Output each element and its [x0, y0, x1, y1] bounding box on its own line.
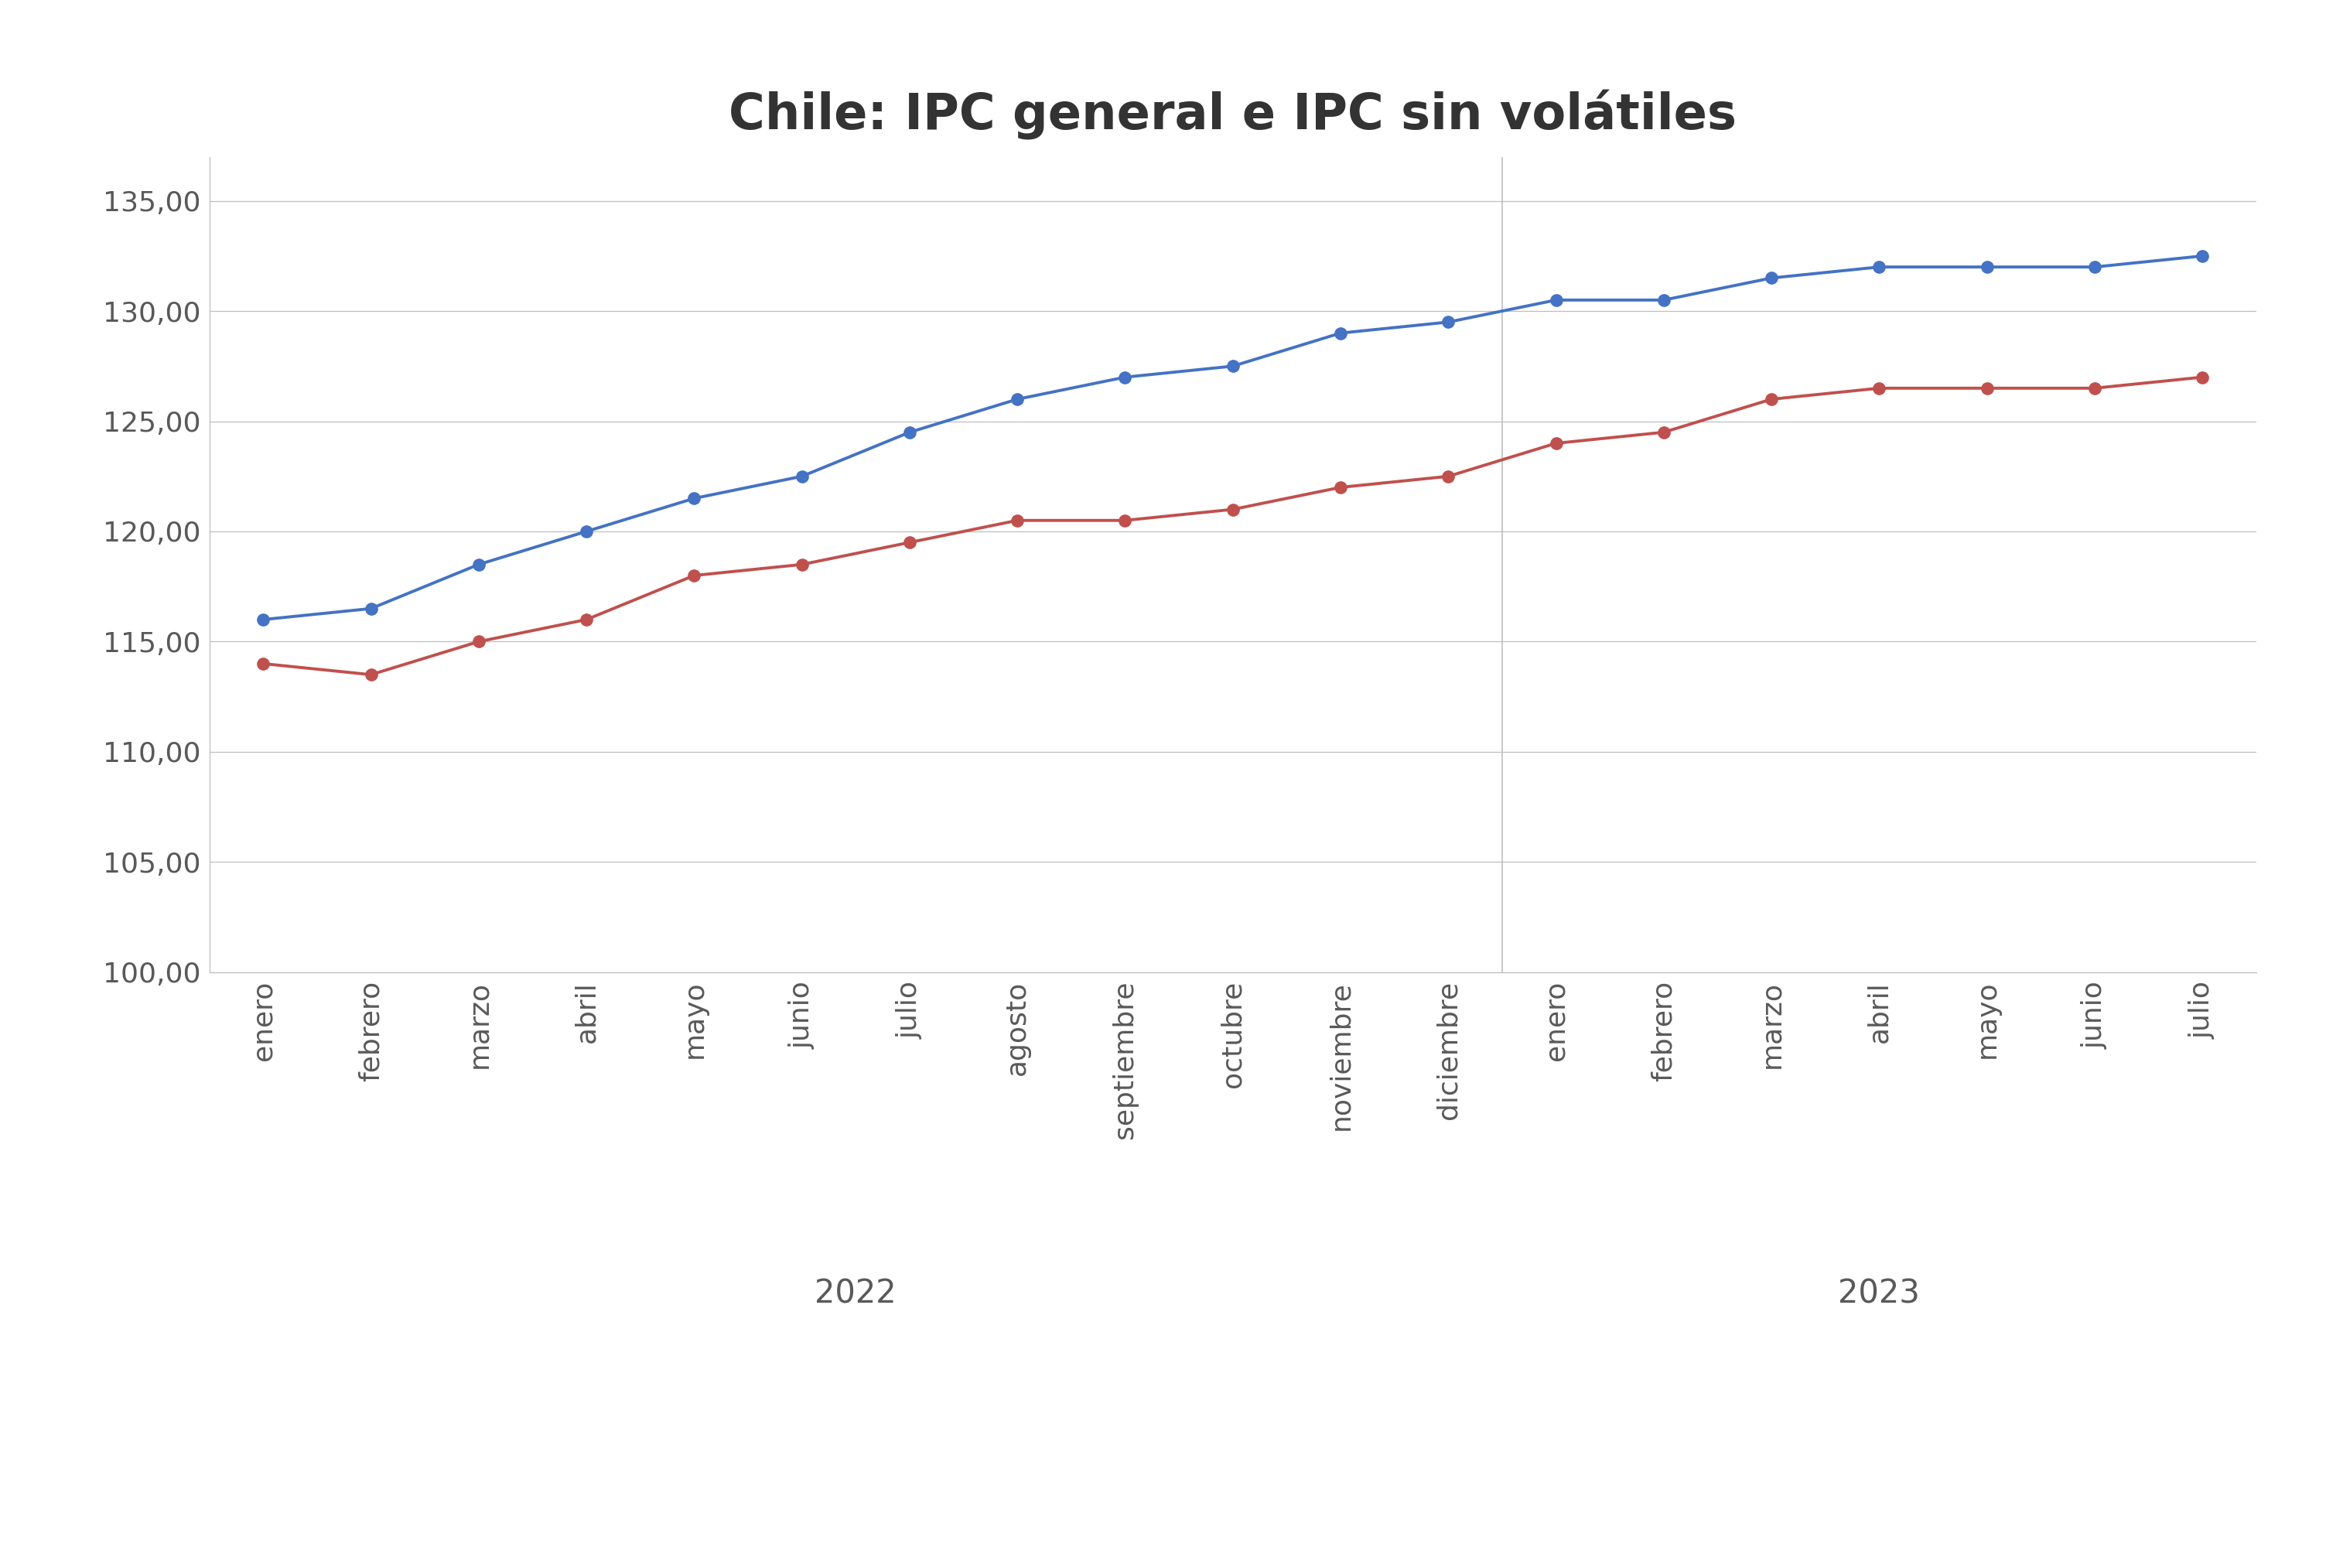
- Text: 2022: 2022: [814, 1278, 896, 1309]
- Text: 2023: 2023: [1838, 1278, 1919, 1309]
- Title: Chile: IPC general e IPC sin volátiles: Chile: IPC general e IPC sin volátiles: [728, 89, 1738, 141]
